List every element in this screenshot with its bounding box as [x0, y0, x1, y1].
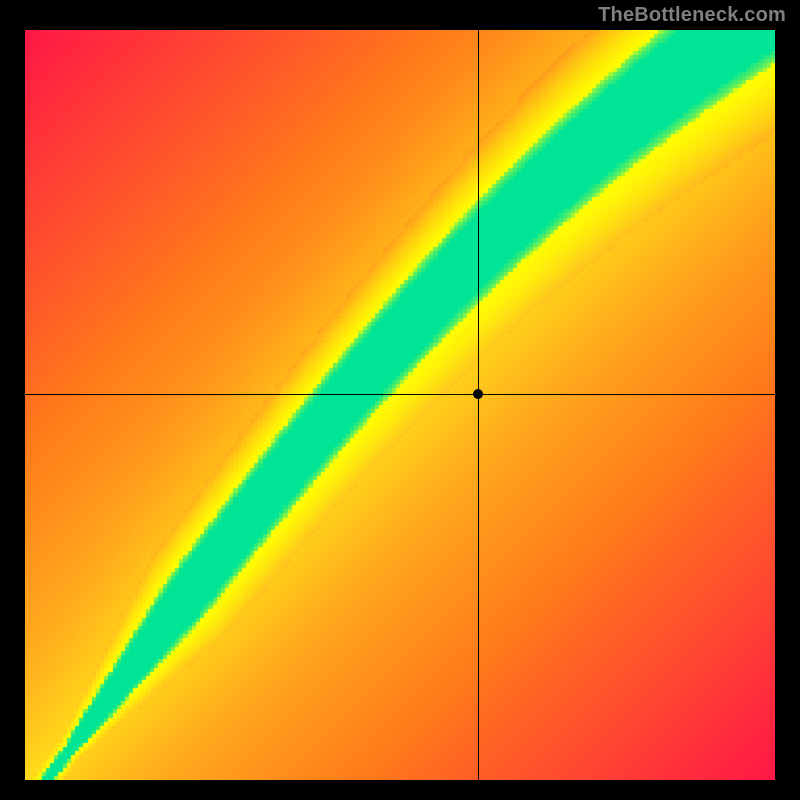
watermark-text: TheBottleneck.com — [598, 4, 786, 27]
crosshair-vertical — [478, 30, 479, 780]
crosshair-marker — [473, 389, 483, 399]
heatmap-canvas — [25, 30, 775, 780]
crosshair-horizontal — [25, 394, 775, 395]
figure-root: TheBottleneck.com — [0, 0, 800, 800]
